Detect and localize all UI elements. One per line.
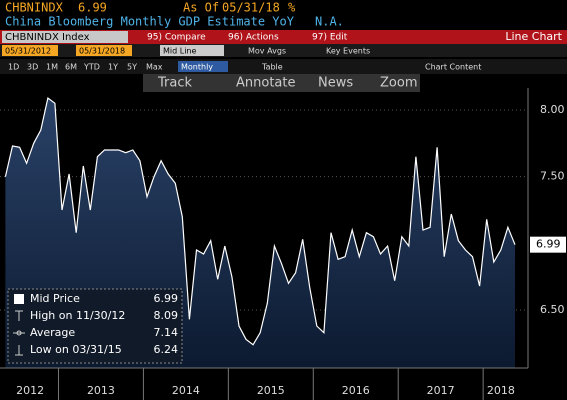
end-date[interactable]: 05/31/2018	[79, 47, 125, 56]
security[interactable]: CHBNINDX Index	[5, 32, 90, 43]
y-tick-label: 8.00	[540, 103, 565, 116]
period[interactable]: 1M	[46, 63, 58, 72]
start-date[interactable]: 05/31/2012	[5, 47, 51, 56]
line-mode-field[interactable]	[160, 45, 224, 56]
menu-item[interactable]: 96) Actions	[228, 33, 279, 43]
ticker: CHBNINDX	[5, 1, 64, 15]
tool[interactable]: Track	[157, 76, 192, 91]
legend-value: 7.14	[154, 326, 179, 339]
toolbar	[0, 30, 567, 44]
x-tick-label: 2012	[16, 384, 44, 397]
last-value: 6.99	[536, 238, 561, 251]
legend-icon	[16, 330, 22, 336]
period[interactable]: 1Y	[108, 63, 118, 72]
option[interactable]: Mov Avgs	[248, 47, 286, 56]
x-tick-label: 2013	[87, 384, 115, 397]
x-tick-label: 2017	[427, 384, 455, 397]
legend: Mid Price 6.99 High on 11/30/12 8.09 Average…	[7, 288, 183, 364]
table[interactable]: Table	[261, 63, 283, 72]
date-row	[0, 44, 567, 57]
x-tick-label: 2018	[487, 384, 515, 397]
legend-value: 6.99	[154, 292, 179, 305]
view[interactable]: Line Chart	[505, 30, 562, 43]
legend-label: Mid Price	[30, 292, 80, 305]
option[interactable]: Key Events	[326, 47, 370, 56]
price: 6.99	[78, 1, 107, 15]
period[interactable]: Max	[146, 63, 163, 72]
frequency-field[interactable]	[178, 61, 228, 72]
legend-value: 8.09	[154, 309, 179, 322]
security-field[interactable]	[2, 31, 128, 43]
y-tick-label: 7.50	[540, 170, 565, 183]
period[interactable]: 3D	[27, 63, 38, 72]
line	[4, 96, 516, 346]
menu-item[interactable]: 95) Compare	[147, 33, 206, 43]
x-tick-label: 2015	[257, 384, 285, 397]
legend-swatch	[14, 294, 24, 304]
unit: %	[288, 1, 296, 15]
period[interactable]: 1D	[8, 63, 19, 72]
tool[interactable]: Zoom	[380, 76, 417, 91]
tool[interactable]: Annotate	[236, 76, 295, 91]
as-of-label: As Of	[183, 1, 219, 15]
x-tick-label: 2014	[172, 384, 200, 397]
description: China Bloomberg Monthly GDP Estimate YoY	[5, 15, 295, 29]
x-axis-band	[0, 368, 567, 400]
last-value-box	[530, 236, 566, 253]
x-tick-label: 2016	[342, 384, 370, 397]
menu-item[interactable]: 97) Edit	[312, 33, 348, 43]
start-field[interactable]	[2, 45, 58, 56]
legend-label: Low on 03/31/15	[30, 343, 122, 356]
legend-box	[7, 288, 183, 364]
content[interactable]: Chart Content	[425, 63, 481, 72]
legend-value: 6.24	[154, 343, 179, 356]
legend-label: Average	[30, 326, 75, 339]
period[interactable]: YTD	[83, 63, 100, 72]
tool-bar	[143, 74, 420, 92]
legend-icon	[15, 345, 23, 356]
tool[interactable]: News	[318, 76, 353, 91]
period[interactable]: 5Y	[127, 63, 137, 72]
legend-label: High on 11/30/12	[30, 309, 125, 322]
frequency[interactable]: Monthly	[181, 63, 213, 72]
legend-icon	[15, 310, 23, 321]
end-field[interactable]	[76, 45, 132, 56]
change: N.A.	[315, 15, 344, 29]
period[interactable]: 6M	[65, 63, 77, 72]
as-of-date: 05/31/18	[222, 1, 280, 15]
period-row	[0, 59, 567, 74]
y-tick-label: 6.50	[540, 303, 565, 316]
line-mode[interactable]: Mid Line	[163, 47, 196, 56]
